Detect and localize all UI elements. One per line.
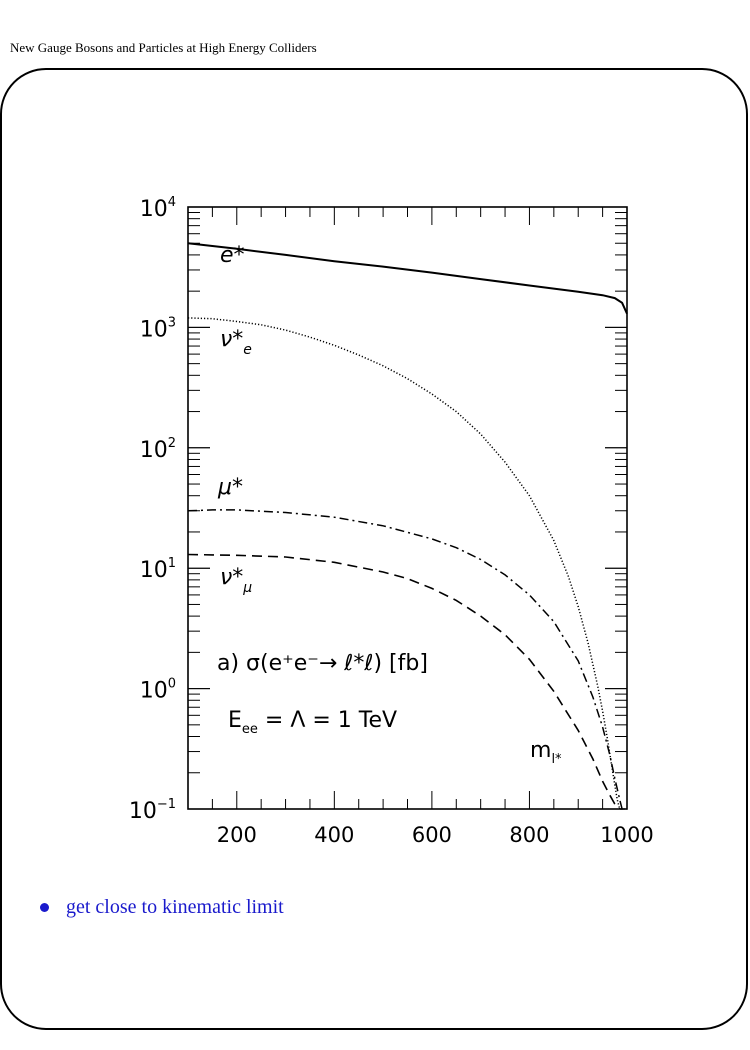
x-tick-label: 1000 — [600, 823, 653, 847]
slide-frame — [0, 68, 748, 1030]
plot-area — [187, 206, 628, 810]
chart-labels: 200 400 600 800 1000 104 103 102 101 100 10−1 e* ν*e… — [129, 195, 654, 847]
series-label-1: ν*e — [220, 327, 252, 358]
axis-ticks — [187, 206, 628, 810]
series-layer — [187, 242, 628, 810]
series-label-0: e* — [220, 243, 245, 268]
series-line-0 — [187, 242, 628, 315]
y-tick-label: 103 — [140, 315, 176, 342]
x-axis-label: ml* — [530, 738, 562, 767]
x-tick-label: 400 — [314, 823, 354, 847]
y-tick-label: 100 — [140, 677, 176, 704]
process-annotation: a) σ(e⁺e⁻→ ℓ*ℓ) [fb] — [217, 651, 428, 676]
bullet-point: get close to kinematic limit — [40, 896, 284, 919]
plot-frame — [187, 206, 628, 810]
series-line-2 — [187, 509, 625, 810]
x-tick-label: 800 — [509, 823, 549, 847]
x-tick-label: 200 — [217, 823, 257, 847]
page-header: New Gauge Bosons and Particles at High E… — [10, 40, 317, 55]
bullet-icon — [40, 903, 49, 912]
x-tick-label: 600 — [412, 823, 452, 847]
series-line-3 — [187, 553, 621, 810]
y-tick-label: 104 — [140, 195, 176, 222]
bullet-text: get close to kinematic limit — [66, 896, 284, 918]
series-line-1 — [187, 317, 627, 810]
series-label-2: μ* — [217, 475, 243, 500]
y-tick-label: 10−1 — [129, 797, 176, 824]
y-tick-label: 102 — [140, 436, 176, 463]
series-label-3: ν*μ — [220, 565, 252, 596]
energy-annotation: Eee = Λ = 1 TeV — [228, 708, 397, 737]
y-tick-label: 101 — [140, 556, 176, 583]
